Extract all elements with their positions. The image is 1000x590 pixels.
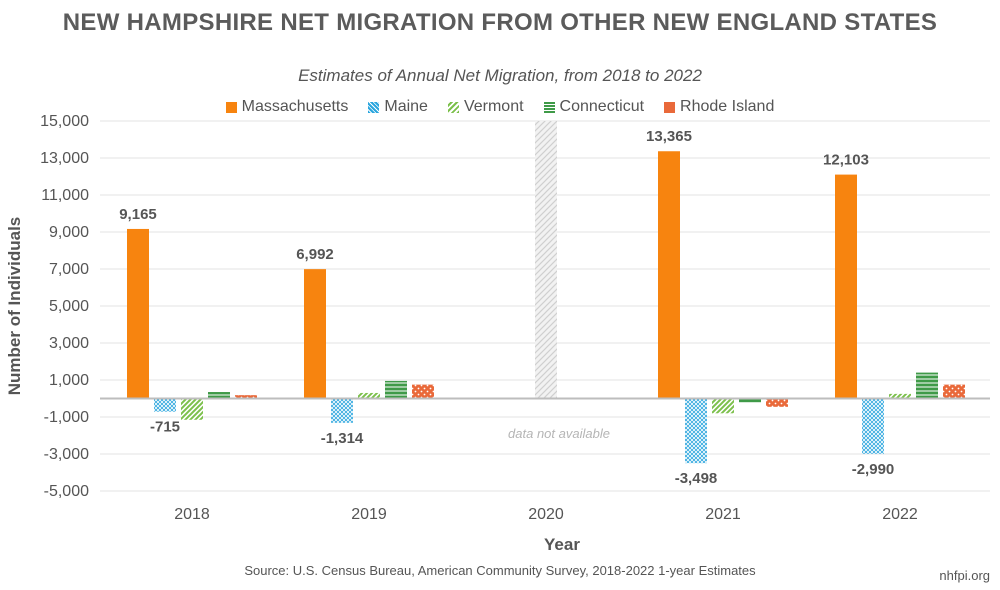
bar-maine-2021: [685, 398, 707, 464]
x-tick-label: 2018: [174, 506, 210, 523]
bar-connecticut-2021: [739, 398, 761, 403]
bar-connecticut-2022: [916, 372, 938, 399]
data-label-maine-2021: -3,498: [675, 470, 718, 487]
chart-title: NEW HAMPSHIRE NET MIGRATION FROM OTHER N…: [62, 9, 938, 36]
x-axis-title: Year: [544, 535, 580, 554]
axes-layer: 15,000 13,000 11,000 9,000 7,000 5,000 3,000 1,…: [5, 113, 990, 554]
data-labels-layer: 9,165 -715 6,992 -1,314 13,365 -3,498 12,103 -2…: [119, 128, 894, 487]
bar-rhode-island-2021: [766, 398, 788, 407]
x-tick-label: 2021: [705, 506, 741, 523]
y-tick-label: 9,000: [49, 224, 89, 241]
y-tick-label: 15,000: [40, 113, 89, 130]
bar-vermont-2018: [181, 398, 203, 420]
y-tick-label: 3,000: [49, 335, 89, 352]
legend-label-massachusetts: Massachusetts: [241, 98, 349, 115]
legend-label-rhode-island: Rhode Island: [680, 98, 775, 115]
legend-item-rhode-island: Rhode Island: [664, 98, 774, 116]
legend-label-vermont: Vermont: [463, 98, 524, 115]
legend-item-connecticut: Connecticut: [543, 98, 645, 116]
bar-massachusetts-2018: [127, 228, 149, 399]
legend-swatch-rhode-island: [664, 101, 676, 113]
y-tick-label: -1,000: [44, 409, 89, 426]
chart-subtitle: Estimates of Annual Net Migration, from …: [298, 66, 702, 85]
legend-label-maine: Maine: [384, 98, 428, 115]
bar-maine-2019: [331, 398, 353, 423]
y-tick-label: 7,000: [49, 261, 89, 278]
bar-vermont-2019: [358, 392, 380, 399]
bars-layer: [127, 151, 965, 464]
legend-swatch-massachusetts: [225, 101, 237, 113]
y-tick-label: 1,000: [49, 372, 89, 389]
data-label-massachusetts-2018: 9,165: [119, 206, 157, 223]
y-tick-label: 11,000: [41, 187, 89, 204]
bar-rhode-island-2019: [412, 384, 434, 399]
legend-swatch-vermont: [447, 101, 459, 113]
legend-item-vermont: Vermont: [447, 98, 524, 116]
data-label-massachusetts-2021: 13,365: [646, 128, 692, 145]
legend-swatch-maine: [368, 101, 380, 113]
unavailable-bar: [535, 121, 557, 399]
y-tick-label: 5,000: [49, 298, 89, 315]
unavailable-note: data not available: [508, 426, 610, 441]
y-tick-label: 13,000: [40, 150, 89, 167]
data-label-maine-2022: -2,990: [852, 461, 895, 478]
y-tick-label: -5,000: [44, 483, 89, 500]
legend-swatch-connecticut: [543, 101, 555, 113]
bar-rhode-island-2022: [943, 384, 965, 399]
bar-massachusetts-2022: [835, 174, 857, 399]
x-tick-label: 2019: [351, 506, 387, 523]
y-tick-label: -3,000: [44, 446, 89, 463]
x-tick-label: 2020: [528, 506, 564, 523]
data-label-maine-2019: -1,314: [321, 430, 364, 447]
data-label-massachusetts-2019: 6,992: [296, 246, 334, 263]
legend-item-maine: Maine: [368, 98, 428, 116]
unavailable-layer: data not available: [508, 121, 610, 441]
bar-maine-2022: [862, 398, 884, 454]
bar-connecticut-2018: [208, 392, 230, 399]
data-label-massachusetts-2022: 12,103: [823, 152, 869, 169]
legend-label-connecticut: Connecticut: [559, 98, 645, 115]
bar-vermont-2021: [712, 398, 734, 414]
bar-rhode-island-2018: [235, 395, 257, 399]
y-axis-title: Number of Individuals: [5, 217, 24, 396]
credit-text: nhfpi.org: [939, 568, 990, 583]
data-label-maine-2018: -715: [150, 419, 180, 436]
x-tick-label: 2022: [882, 506, 918, 523]
legend: Massachusetts Maine Vermont Connecticut …: [0, 98, 1000, 116]
bar-massachusetts-2019: [304, 269, 326, 399]
bar-vermont-2022: [889, 393, 911, 399]
legend-item-massachusetts: Massachusetts: [225, 98, 349, 116]
bar-maine-2018: [154, 398, 176, 412]
source-note: Source: U.S. Census Bureau, American Com…: [244, 563, 756, 578]
bar-massachusetts-2021: [658, 151, 680, 399]
bar-connecticut-2019: [385, 380, 407, 399]
